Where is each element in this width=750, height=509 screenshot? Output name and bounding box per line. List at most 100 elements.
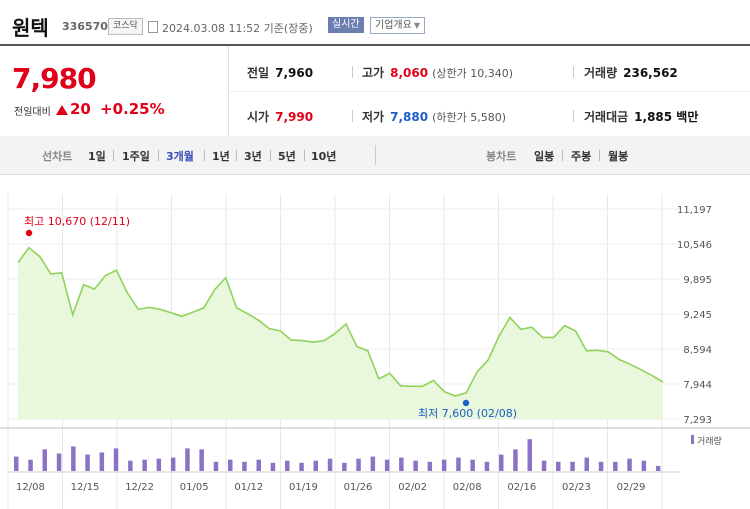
volume-bar [413, 460, 418, 471]
tab-10y[interactable]: 10년 [311, 150, 337, 163]
volume-bar [342, 462, 347, 471]
volume-bar [242, 461, 247, 471]
divider [573, 110, 574, 122]
y-tick-label: 9,245 [683, 310, 712, 321]
y-tick-label: 11,197 [677, 205, 712, 216]
volume-bar [128, 460, 133, 471]
amount-value: 1,885 백만 [634, 110, 699, 124]
tab-3m[interactable]: 3개월 [166, 150, 194, 163]
volume-bar [313, 460, 318, 471]
volume-bar [584, 457, 589, 471]
company-info-dropdown[interactable]: 기업개요 ▼ [370, 17, 425, 34]
timestamp: 2024.03.08 11:52 기준(장중) [162, 22, 313, 35]
price-change-pct: +0.25% [100, 100, 165, 118]
tab-1d[interactable]: 1일 [88, 150, 106, 163]
volume-bar [71, 446, 76, 471]
volume-bar [598, 461, 604, 471]
volume-value: 236,562 [623, 66, 678, 80]
x-tick-label: 01/12 [234, 482, 263, 493]
stock-header: 원텍 336570 코스닥 2024.03.08 11:52 기준(장중) 실시… [0, 0, 750, 44]
divider [599, 150, 600, 161]
volume-bar [85, 454, 90, 471]
volume-bar [655, 465, 661, 471]
volume-bar [199, 449, 204, 471]
high-annotation: 최고 10,670 (12/11) [24, 215, 130, 228]
y-tick-label: 7,944 [683, 380, 712, 391]
volume-bar [456, 457, 461, 471]
divider [375, 145, 376, 165]
y-tick-label: 9,895 [683, 275, 712, 286]
quote-panel: 7,980 전일대비 20 +0.25% 전일 7,960 고가 8,060 (상한가… [0, 44, 750, 137]
price-change: 20 [70, 100, 91, 118]
divider [352, 110, 353, 122]
volume-bar [441, 459, 447, 471]
volume-bar [99, 452, 105, 471]
tab-1w[interactable]: 1주일 [122, 150, 150, 163]
tab-daily[interactable]: 일봉 [534, 150, 555, 163]
tab-5y[interactable]: 5년 [278, 150, 296, 163]
volume-bar [641, 460, 647, 471]
volume-bar [42, 449, 47, 471]
volume-bar [513, 449, 518, 471]
price-area [18, 247, 663, 419]
y-tick-label: 7,293 [683, 415, 712, 426]
tab-monthly[interactable]: 월봉 [608, 150, 629, 163]
trade-amount: 거래대금 1,885 백만 [584, 108, 698, 125]
low-annotation: 최저 7,600 (02/08) [418, 407, 517, 420]
volume-bar [28, 459, 33, 471]
prev-close-label: 전일 [247, 66, 270, 80]
market-badge: 코스닥 [108, 18, 143, 35]
price-line [17, 246, 664, 397]
low-value: 7,880 [390, 110, 429, 124]
open-value: 7,990 [275, 110, 314, 124]
volume-bar [185, 448, 190, 471]
divider [113, 150, 114, 161]
divider [352, 66, 353, 78]
y-tick-label: 10,546 [677, 240, 712, 251]
volume-bar [142, 459, 147, 471]
volume-bar [213, 461, 219, 471]
volume-label: 거래량 [584, 66, 618, 80]
tab-1y[interactable]: 1년 [212, 150, 230, 163]
x-tick-label: 01/05 [180, 482, 209, 493]
x-tick-label: 02/02 [398, 482, 427, 493]
realtime-button[interactable]: 실시간 [328, 17, 364, 33]
tab-line-chart[interactable]: 선차트 [42, 150, 73, 163]
volume-bar [556, 461, 561, 471]
tab-candle-chart[interactable]: 봉차트 [486, 150, 517, 163]
volume: 거래량 236,562 [584, 64, 678, 81]
volume-bar [228, 459, 233, 471]
chart-tabs: 선차트 1일 1주일 3개월 1년 3년 5년 10년 봉차트 일봉 주봉 월봉 [0, 136, 750, 175]
volume-bar [499, 454, 504, 471]
row-divider [228, 91, 750, 92]
x-tick-label: 01/19 [289, 482, 318, 493]
upper-limit: (상한가 10,340) [432, 67, 513, 80]
divider [562, 150, 563, 161]
stock-name: 원텍 [12, 16, 49, 40]
volume-bar [327, 458, 333, 471]
prev-close-value: 7,960 [275, 66, 314, 80]
volume-bar [285, 460, 290, 471]
tab-3y[interactable]: 3년 [244, 150, 262, 163]
day-high: 고가 8,060 (상한가 10,340) [362, 64, 513, 81]
volume-bar [14, 456, 19, 471]
x-tick-label: 12/22 [125, 482, 154, 493]
high-label: 고가 [362, 66, 385, 80]
x-tick-label: 12/15 [71, 482, 100, 493]
volume-bar [627, 458, 632, 471]
volume-bar [299, 462, 304, 471]
low-marker [462, 399, 470, 407]
volume-bar [570, 461, 575, 471]
chevron-down-icon: ▼ [413, 21, 420, 30]
stock-code: 336570 [62, 20, 108, 33]
open: 시가 7,990 [247, 108, 313, 125]
tab-weekly[interactable]: 주봉 [571, 150, 592, 163]
divider [158, 150, 159, 161]
current-price: 7,980 [12, 62, 97, 95]
x-tick-label: 12/08 [16, 482, 45, 493]
volume-bar [256, 459, 261, 471]
x-tick-label: 01/26 [344, 482, 373, 493]
x-tick-label: 02/29 [617, 482, 646, 493]
price-box: 7,980 전일대비 20 +0.25% [0, 46, 229, 136]
volume-bar [370, 456, 376, 471]
